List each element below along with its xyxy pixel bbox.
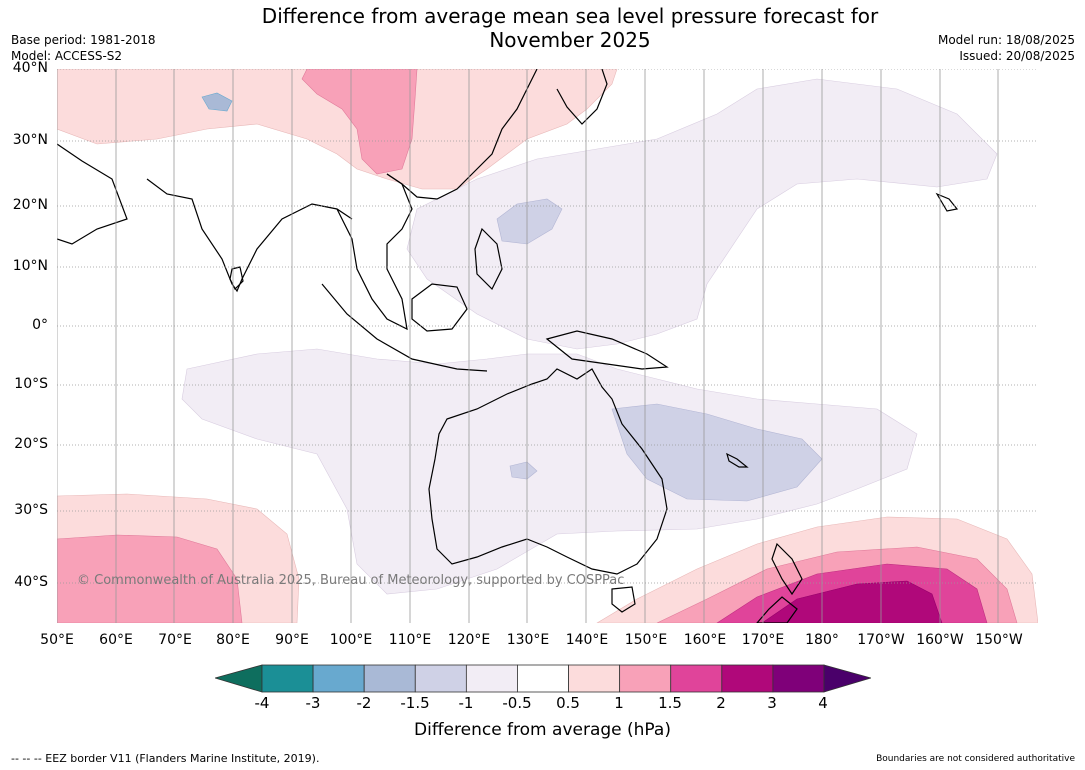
colorbar-swatch <box>517 664 569 693</box>
colorbar-label: Difference from average (hPa) <box>414 720 671 740</box>
lat-label: 30°S <box>14 502 48 518</box>
colorbar-tick: -1 <box>458 694 474 712</box>
lon-label: 50°E <box>40 632 74 648</box>
lat-label: 0° <box>32 317 48 333</box>
colorbar-tick: -2 <box>356 694 372 712</box>
anomaly-region-tasman-deep-magenta <box>761 580 943 623</box>
anomaly-region-lilac-coral-sea <box>611 403 823 502</box>
lon-label: 60°E <box>99 632 133 648</box>
coast-australia <box>428 368 668 575</box>
colorbar-tick: -4 <box>254 694 270 712</box>
colorbar-swatch <box>363 664 416 693</box>
coast-borneo <box>411 283 468 332</box>
coast-new-zealand-south <box>756 596 798 623</box>
anomaly-region-asia-pink <box>301 69 418 175</box>
coast-india <box>146 178 353 293</box>
colorbar-tick: -0.5 <box>502 694 532 712</box>
lon-label: 70°E <box>158 632 192 648</box>
model-name: Model: ACCESS-S2 <box>11 49 123 63</box>
boundaries-disclaimer: Boundaries are not considered authoritat… <box>876 754 1075 764</box>
issued-date: Issued: 20/08/2025 <box>959 49 1075 63</box>
copyright-note: © Commonwealth of Australia 2025, Bureau… <box>77 573 625 588</box>
anomaly-region-pale-lilac-south <box>181 348 918 595</box>
coast-japan <box>556 69 608 125</box>
coast-sri-lanka <box>229 266 244 291</box>
anomaly-region-lilac-australia <box>509 461 538 480</box>
coast-sumatra-java <box>321 283 488 372</box>
anomaly-region-sw-pink <box>57 534 243 623</box>
lon-label: 160°E <box>683 632 727 648</box>
map-title: Difference from average mean sea level p… <box>170 4 970 52</box>
colorbar-arrow-left <box>215 664 263 693</box>
colorbar-tick: 4 <box>818 694 828 712</box>
lat-label: 10°S <box>14 376 48 392</box>
colorbar-tick: -1.5 <box>400 694 430 712</box>
colorbar-tick: 3 <box>767 694 777 712</box>
lon-label: 110°E <box>388 632 432 648</box>
lon-label: 120°E <box>447 632 491 648</box>
meta-left: Base period: 1981-2018 Model: ACCESS-S2 <box>11 32 156 64</box>
lon-label: 170°E <box>741 632 785 648</box>
colorbar-swatch <box>414 664 467 693</box>
coast-new-zealand-north <box>771 542 803 596</box>
coast-philippines <box>474 227 503 291</box>
meta-right: Model run: 18/08/2025 Issued: 20/08/2025 <box>938 32 1075 64</box>
map-svg <box>57 69 1038 623</box>
anomaly-region-asia-light-pink <box>57 69 618 190</box>
eez-border-legend: -- -- -- EEZ border V11 (Flanders Marine… <box>11 752 320 765</box>
colorbar-tick: -3 <box>305 694 321 712</box>
coast-china <box>386 69 538 200</box>
lon-label: 80°E <box>216 632 250 648</box>
lon-label: 150°W <box>975 632 1023 648</box>
anomaly-region-blue-himalaya <box>201 92 233 112</box>
colorbar-swatch <box>619 664 672 693</box>
colorbar <box>215 664 871 693</box>
colorbar-tick: 1.5 <box>658 694 682 712</box>
lon-label: 100°E <box>329 632 373 648</box>
lat-label: 20°S <box>14 436 48 452</box>
colorbar-tick: 2 <box>716 694 726 712</box>
lon-label: 140°E <box>565 632 609 648</box>
title-line-1: Difference from average mean sea level p… <box>261 4 879 28</box>
lat-label: 40°N <box>12 60 48 76</box>
lat-label: 20°N <box>12 197 48 213</box>
base-period: Base period: 1981-2018 <box>11 33 156 47</box>
lat-label: 30°N <box>12 132 48 148</box>
lat-label: 40°S <box>14 574 48 590</box>
gridlines <box>57 69 1038 623</box>
lon-label: 170°W <box>857 632 905 648</box>
colorbar-tick: 1 <box>614 694 624 712</box>
lon-label: 160°W <box>916 632 964 648</box>
coast-tasmania <box>611 586 636 613</box>
colorbar-tick: 0.5 <box>556 694 580 712</box>
title-line-2: November 2025 <box>489 28 651 52</box>
coast-new-caledonia <box>726 452 749 468</box>
lat-label: 10°N <box>12 258 48 274</box>
coast-new-guinea <box>545 330 669 370</box>
model-run: Model run: 18/08/2025 <box>937 33 1075 47</box>
lon-label: 150°E <box>624 632 668 648</box>
colorbar-arrow-right <box>823 664 871 693</box>
anomaly-region-lilac-philippines <box>496 198 563 245</box>
lon-label: 180° <box>805 632 839 648</box>
coastlines <box>57 69 959 623</box>
map-panel <box>57 69 1038 623</box>
coast-hawaii <box>935 192 959 212</box>
colorbar-swatch <box>568 664 621 693</box>
lon-label: 130°E <box>506 632 550 648</box>
colorbar-swatch <box>261 664 314 693</box>
colorbar-swatch <box>772 664 825 693</box>
anomaly-region-pale-lilac-north <box>406 78 998 350</box>
colorbar-swatch <box>670 664 723 693</box>
lon-label: 90°E <box>275 632 309 648</box>
coast-se-asia <box>336 173 413 331</box>
colorbar-swatch <box>312 664 365 693</box>
colorbar-swatch <box>465 664 518 693</box>
coast-africa-arabia <box>57 143 128 245</box>
colorbar-swatch <box>721 664 774 693</box>
